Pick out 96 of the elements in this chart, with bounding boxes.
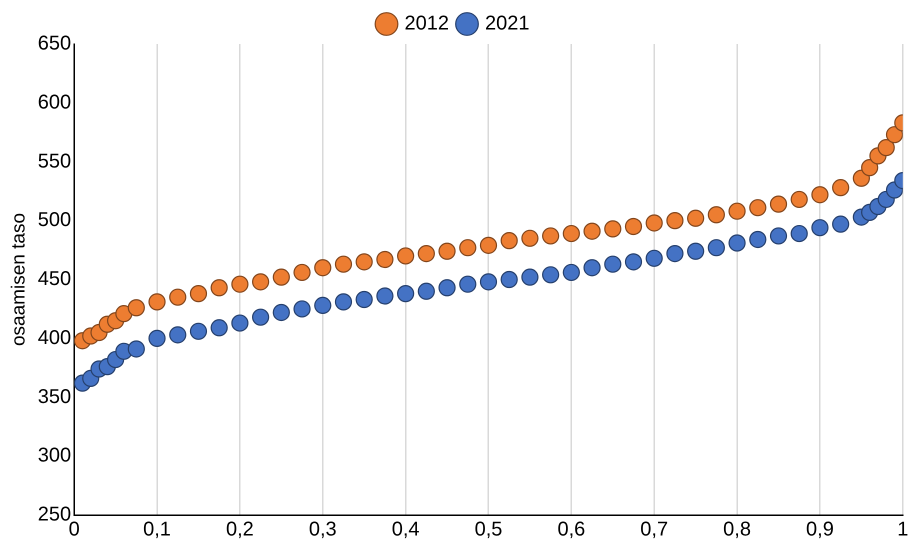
- point: [148, 330, 166, 347]
- x-tick-label: 1: [897, 518, 908, 541]
- x-tick-label: 0,3: [308, 518, 337, 541]
- point: [790, 190, 808, 208]
- point: [708, 206, 725, 224]
- y-tick-label: 350: [38, 386, 72, 408]
- point: [861, 159, 878, 176]
- point: [749, 230, 766, 248]
- x-tick-label: 0,7: [640, 518, 668, 541]
- point: [418, 244, 435, 262]
- y-tick-label: 650: [38, 32, 72, 55]
- point: [293, 264, 311, 282]
- point: [397, 285, 414, 302]
- point: [728, 234, 746, 252]
- point: [314, 259, 332, 276]
- point: [356, 253, 373, 270]
- x-tick-label: 0,2: [226, 518, 254, 541]
- point: [438, 242, 456, 260]
- point: [624, 253, 642, 270]
- point: [500, 270, 518, 288]
- point: [356, 290, 373, 308]
- point: [886, 126, 903, 144]
- point: [459, 276, 476, 293]
- point: [687, 210, 704, 227]
- point: [376, 250, 394, 268]
- point: [418, 282, 435, 300]
- point: [480, 236, 498, 254]
- y-tick-label: 300: [38, 444, 72, 467]
- point: [397, 247, 414, 265]
- y-tick-label: 450: [38, 268, 72, 290]
- y-tick-label: 400: [38, 326, 72, 349]
- point: [542, 266, 560, 284]
- point: [128, 299, 145, 316]
- point: [790, 224, 808, 242]
- point: [583, 222, 601, 240]
- point: [770, 196, 788, 213]
- point: [231, 276, 248, 293]
- point: [252, 273, 270, 290]
- point: [878, 139, 895, 156]
- point: [210, 319, 228, 336]
- x-tick-label: 0,8: [723, 518, 751, 541]
- point: [190, 285, 208, 302]
- x-tick-label: 0,5: [474, 518, 502, 541]
- y-tick-label: 600: [38, 91, 72, 114]
- point: [272, 268, 290, 286]
- point: [376, 287, 394, 305]
- point: [832, 179, 850, 196]
- point: [115, 305, 132, 322]
- x-tick-label: 0,9: [806, 518, 834, 541]
- point: [624, 218, 642, 236]
- point: [293, 300, 311, 318]
- point: [646, 214, 663, 232]
- point: [128, 340, 145, 358]
- point: [148, 293, 166, 310]
- point: [749, 199, 766, 216]
- point: [811, 186, 829, 204]
- point: [190, 322, 208, 340]
- point: [521, 230, 539, 247]
- y-tick-label: 500: [38, 209, 72, 232]
- x-tick-label: 0: [68, 518, 80, 541]
- point: [480, 273, 498, 290]
- point: [583, 259, 601, 276]
- point: [314, 296, 332, 314]
- point: [334, 256, 352, 273]
- x-tick-label: 0,1: [143, 518, 171, 541]
- point: [687, 242, 704, 260]
- x-tick-label: 0,4: [392, 518, 420, 541]
- point: [459, 239, 476, 256]
- point: [542, 227, 560, 245]
- legend-label: 2012: [404, 12, 450, 35]
- y-axis-title: osaamisen taso: [8, 212, 30, 346]
- point: [500, 232, 518, 250]
- point: [708, 239, 725, 256]
- point: [521, 268, 539, 286]
- legend-label: 2021: [485, 12, 530, 35]
- point: [728, 202, 746, 220]
- point: [231, 314, 248, 332]
- point: [334, 293, 352, 310]
- point: [169, 326, 186, 344]
- point: [646, 250, 663, 267]
- point: [770, 227, 788, 245]
- point: [438, 279, 456, 296]
- point: [666, 244, 684, 262]
- point: [562, 264, 580, 282]
- point: [210, 279, 228, 296]
- point: [604, 256, 622, 273]
- point: [252, 308, 270, 326]
- point: [272, 304, 290, 322]
- point: [832, 216, 850, 233]
- point: [666, 212, 684, 230]
- x-tick-label: 0,6: [557, 518, 586, 541]
- point: [169, 288, 186, 306]
- y-tick-label: 550: [38, 150, 72, 172]
- point: [604, 220, 622, 238]
- point: [562, 224, 580, 242]
- point: [811, 219, 829, 236]
